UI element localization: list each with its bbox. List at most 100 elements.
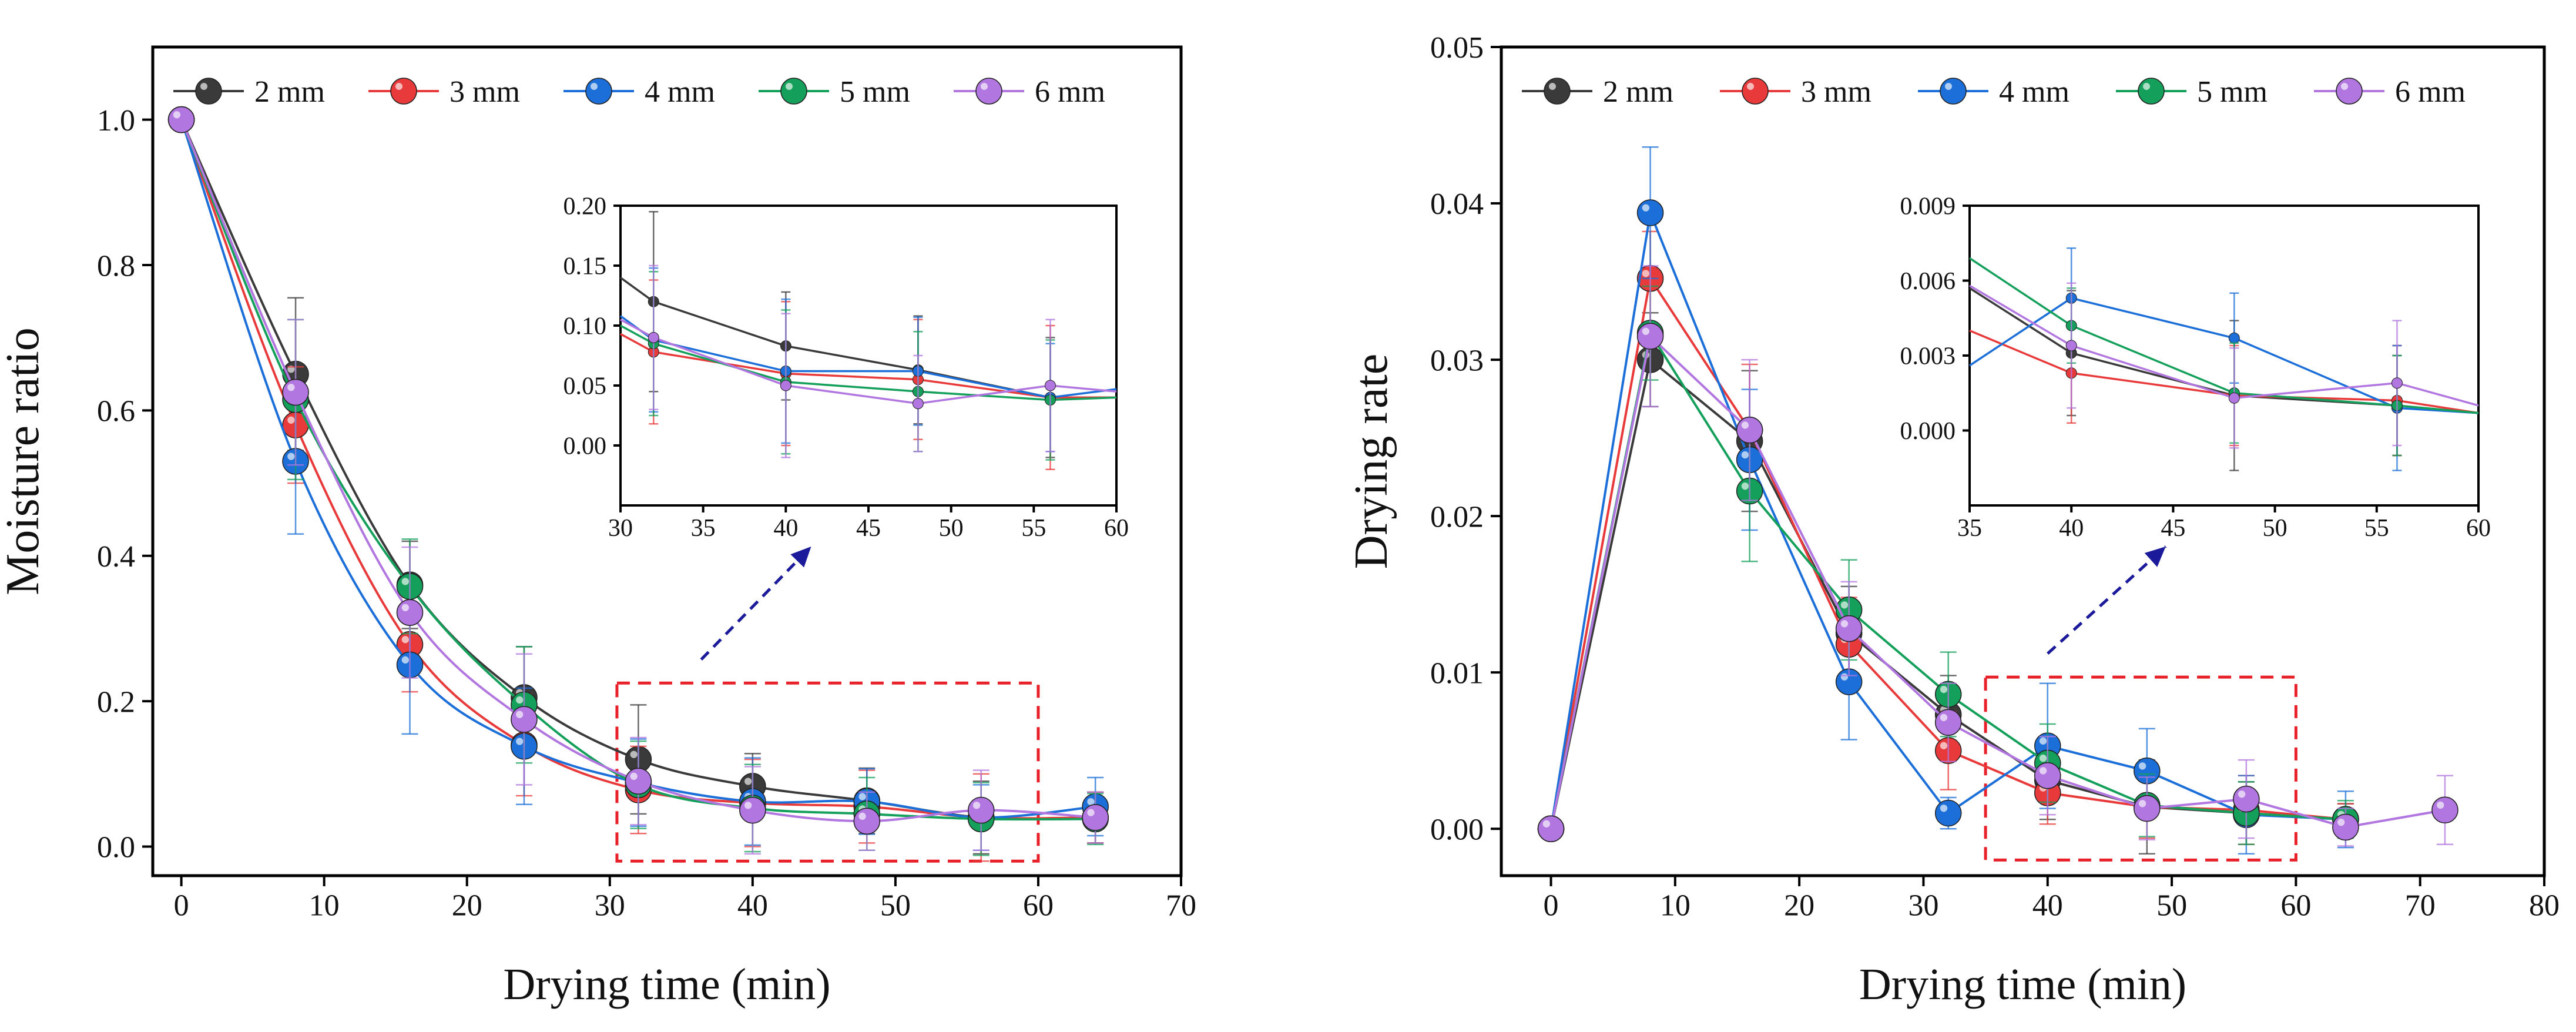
point-highlight [2337,819,2345,826]
data-point [780,380,791,391]
x-tick-label: 45 [2161,515,2185,542]
series-line [620,319,1117,405]
point-highlight [287,416,295,424]
point-highlight [1741,451,1749,459]
series-line [619,315,1117,399]
y-tick-label: 0.4 [97,540,135,574]
x-tick-label: 60 [1104,515,1129,542]
legend: 2 mm 3 mm 4 mm 5 mm 6 mm [1522,75,2466,109]
legend-marker [2336,78,2363,105]
point-highlight [1940,805,1948,812]
x-tick-label: 20 [452,889,482,922]
point-highlight [1840,601,1849,609]
data-point [2391,377,2403,389]
y-tick-label: 0.04 [1430,187,1484,221]
point-highlight [1542,820,1550,827]
y-tick-label: 0.0 [97,831,135,865]
series-line [620,324,1117,401]
point-highlight [2238,790,2246,798]
point-highlight [401,578,409,585]
x-axis-label: Drying time (min) [1859,960,2186,1009]
point-highlight [2039,737,2047,745]
point-highlight [1741,483,1749,490]
data-point [2134,795,2161,822]
data-point [2431,796,2458,824]
y-tick-label: 0.006 [1900,268,1956,295]
legend-label: 6 mm [2395,75,2466,109]
legend-marker [975,78,1002,105]
y-tick-label: 0.000 [1900,418,1956,445]
moisture-inset-chart: 30 35 40 45 50 55 60 0.00 0.05 0.10 0.15 0.20 [564,193,1129,542]
point-highlight [516,738,524,745]
x-tick-label: 60 [2466,515,2491,542]
point-highlight [516,696,524,704]
x-tick-label: 50 [880,889,911,922]
point-highlight [2138,762,2146,770]
x-tick-label: 50 [2156,889,2187,922]
data-point [2233,785,2260,813]
moisture-ratio-panel: 0 10 20 30 40 50 60 70 0.0 0.2 0.4 0.6 0.8 1.0 Drying … [0,45,1196,1009]
legend-label: 4 mm [645,75,715,109]
legend-label: 5 mm [840,75,910,109]
zoom-arrow-head [790,547,811,568]
point-highlight [630,750,638,758]
series-6mm [1537,265,2458,847]
y-tick-label: 0.8 [97,249,135,283]
series-6mm [1969,282,2479,449]
point-highlight [1940,713,1948,722]
point-highlight [173,111,181,119]
point-highlight [401,656,409,664]
y-tick-label: 0.10 [564,313,607,340]
legend-label: 3 mm [1801,75,1871,109]
legend-marker [195,78,222,105]
y-tick-label: 0.05 [564,373,607,400]
data-point [1636,199,1664,226]
legend-marker [1940,78,1967,105]
x-tick-label: 70 [1166,889,1196,922]
point-highlight [1087,809,1095,816]
point-highlight [2039,767,2047,775]
series-6mm [620,264,1117,458]
legend-highlight [200,83,207,90]
legend-marker [390,78,417,105]
point-highlight [401,636,409,644]
y-tick-label: 1.0 [97,104,135,138]
plot-frame [1500,45,2546,877]
point-highlight [2437,801,2444,809]
x-tick-label: 55 [1021,515,1046,542]
legend-label: 2 mm [1603,75,1673,109]
data-point [2228,392,2240,404]
rate-inset-chart: 35 40 45 50 55 60 0.000 0.003 0.006 0.009 [1900,193,2491,542]
legend-highlight [786,83,793,90]
legend-label: 2 mm [254,75,325,109]
point-highlight [1741,421,1749,429]
data-point [648,331,659,343]
data-point [2332,813,2359,841]
x-tick-label: 30 [608,515,633,542]
point-highlight [1642,327,1650,335]
y-tick-label: 0.01 [1430,656,1484,690]
point-highlight [1840,620,1849,628]
y-tick-label: 0.20 [564,193,607,220]
data-point [1934,709,1962,736]
rate-main-chart: 0 10 20 30 40 50 60 70 80 0.00 0.01 0.02 0.03 0.04 0.0… [1346,31,2560,1009]
point-highlight [1840,673,1849,681]
x-tick-label: 10 [1660,889,1690,922]
x-tick-label: 50 [939,515,964,542]
point-highlight [972,802,981,809]
x-tick-label: 70 [2405,889,2436,922]
x-tick-label: 30 [1908,889,1938,922]
legend-label: 6 mm [1035,75,1105,109]
legend-highlight [395,83,402,90]
data-point [1537,815,1565,842]
point-highlight [2138,800,2146,807]
legend-highlight [2341,83,2348,90]
inset-frame [1968,205,2480,507]
legend-highlight [2143,83,2150,90]
point-highlight [1940,742,1948,749]
zoom-arrow [700,545,813,661]
point-highlight [1642,270,1650,277]
y-tick-label: 0.009 [1900,193,1956,220]
x-tick-label: 0 [174,889,189,922]
